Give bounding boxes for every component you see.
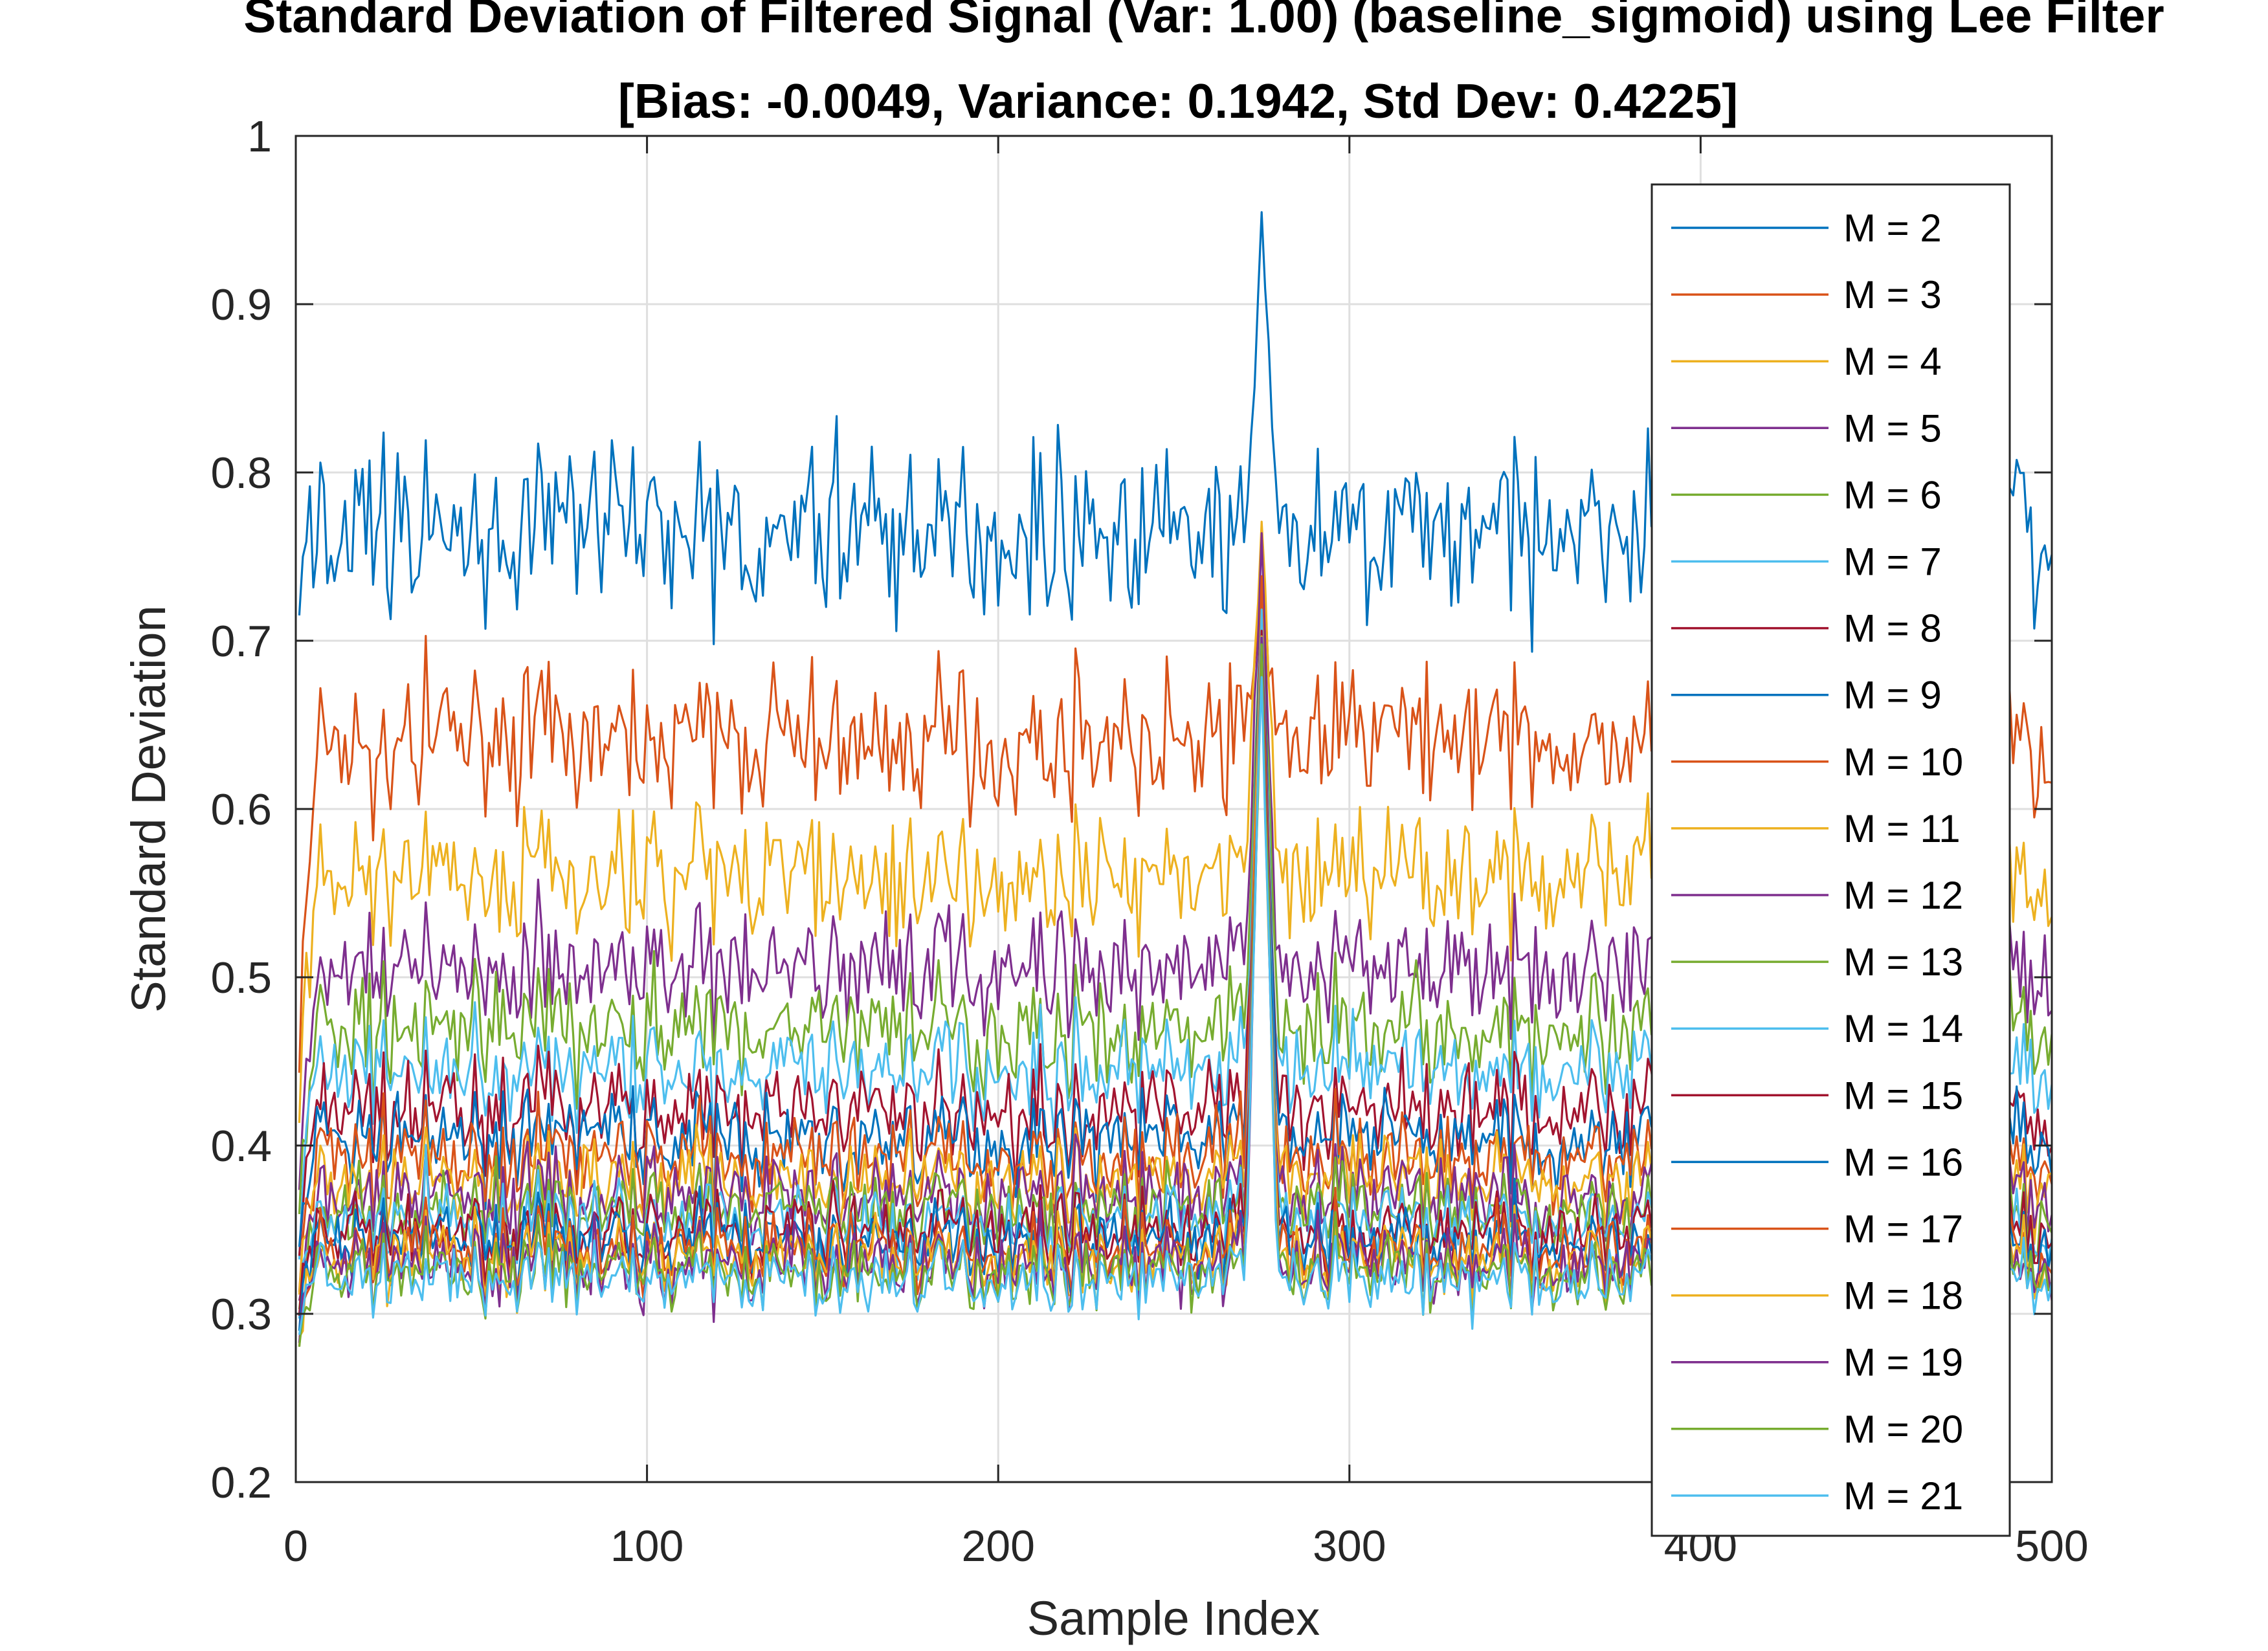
legend-entry-label: M = 10 [1843, 740, 1963, 784]
legend-entry-label: M = 21 [1843, 1474, 1963, 1518]
legend-entry-label: M = 5 [1843, 406, 1942, 450]
legend-entry-label: M = 12 [1843, 874, 1963, 917]
legend-entry-label: M = 6 [1843, 473, 1942, 516]
legend-box [1651, 183, 2011, 1537]
legend-entry-label: M = 9 [1843, 674, 1942, 717]
legend-entry-label: M = 2 [1843, 206, 1942, 250]
x-axis-label: Sample Index [1027, 1591, 1320, 1645]
legend-entry-label: M = 3 [1843, 273, 1942, 316]
y-tick-label: 0.4 [210, 1122, 272, 1171]
legend-entry-label: M = 15 [1843, 1074, 1963, 1117]
x-tick-label: 200 [961, 1522, 1034, 1571]
legend-entry-label: M = 4 [1843, 340, 1942, 383]
y-tick-label: 0.8 [210, 449, 272, 498]
y-tick-label: 0.3 [210, 1290, 272, 1339]
y-tick-label: 0.2 [210, 1458, 272, 1507]
y-tick-label: 0.7 [210, 617, 272, 666]
legend-entry-label: M = 8 [1843, 607, 1942, 650]
x-tick-label: 100 [610, 1522, 684, 1571]
legend-entry-label: M = 18 [1843, 1274, 1963, 1318]
y-tick-label: 1 [247, 112, 272, 161]
legend-entry-label: M = 20 [1843, 1408, 1963, 1451]
plot-area-frame [295, 135, 2053, 1483]
y-tick-label: 0.9 [210, 280, 272, 329]
legend: M = 2 M = 3 M = 4 M = 5 M = 6 M = 7 M = 8 M = 9… [1651, 183, 2011, 1537]
legend-entry-label: M = 14 [1843, 1007, 1963, 1050]
y-tick-label: 0.6 [210, 785, 272, 834]
x-tick-label: 0 [284, 1522, 308, 1571]
chart-title: Standard Deviation of Filtered Signal (V… [243, 0, 2164, 43]
y-axis-label: Standard Deviation [122, 605, 175, 1012]
legend-entry-label: M = 11 [1843, 807, 1961, 850]
chart-subtitle: [Bias: -0.0049, Variance: 0.1942, Std De… [618, 74, 1738, 128]
legend-entry-label: M = 17 [1843, 1208, 1963, 1251]
legend-entry-label: M = 16 [1843, 1140, 1963, 1184]
legend-entry-label: M = 7 [1843, 540, 1942, 584]
y-tick-label: 0.5 [210, 953, 272, 1003]
legend-entry-label: M = 19 [1843, 1341, 1963, 1384]
x-tick-label: 300 [1313, 1522, 1386, 1571]
legend-entry-label: M = 13 [1843, 940, 1963, 984]
x-tick-label: 500 [2015, 1522, 2088, 1571]
